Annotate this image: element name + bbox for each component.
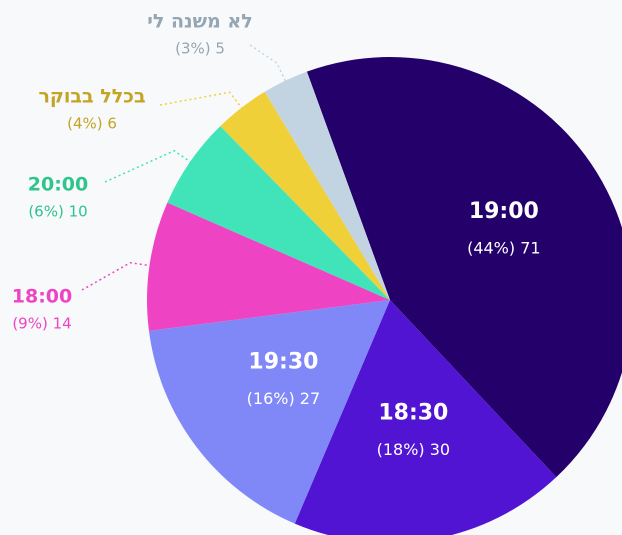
slice-value: (9%) 14	[12, 315, 71, 333]
pie-slice	[294, 300, 557, 535]
pie-slice	[220, 91, 390, 300]
slice-value: (4%) 6	[67, 115, 117, 133]
slice-value: (6%) 10	[28, 203, 87, 221]
pie-slice	[264, 71, 390, 300]
pie-slice	[306, 57, 622, 478]
pie-slice	[148, 300, 390, 524]
leader-line	[159, 91, 249, 116]
slice-label: בכלל בבוקר	[38, 86, 145, 108]
slice-value: (44%) 71	[467, 238, 541, 257]
pie-slice	[147, 202, 390, 331]
slice-label: 19:30	[248, 350, 318, 375]
leader-line	[249, 44, 291, 90]
slice-label: 20:00	[28, 174, 88, 196]
leader-line	[104, 149, 199, 183]
slice-label: 18:30	[378, 401, 448, 426]
slice-label: 19:00	[469, 199, 539, 224]
slice-label: לא משנה לי	[147, 11, 252, 33]
slice-label: 18:00	[12, 286, 72, 308]
slice-value: (3%) 5	[175, 40, 225, 58]
slice-value: (18%) 30	[377, 440, 451, 459]
leader-line	[81, 261, 160, 291]
pie-slice	[167, 126, 390, 300]
slice-value: (16%) 27	[247, 389, 321, 408]
